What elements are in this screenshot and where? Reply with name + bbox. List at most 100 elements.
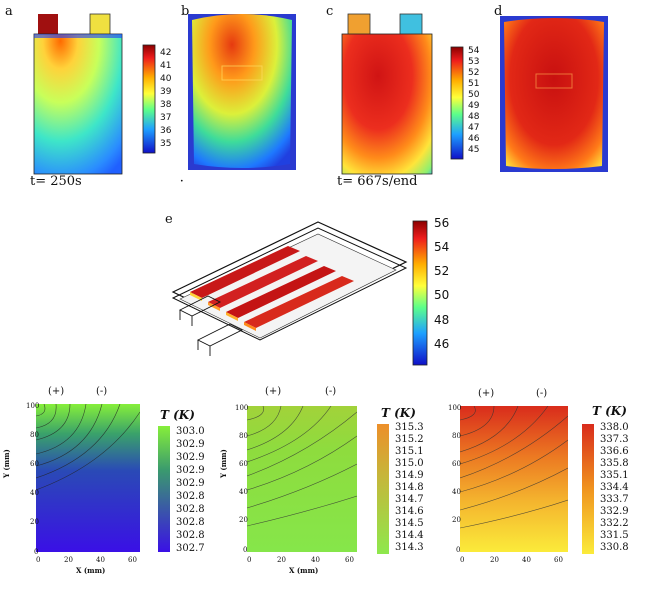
legend-tick: 338.0 [600,422,629,433]
colorbar-e [412,220,428,366]
thermal-map-c [341,13,433,175]
y-tick: 80 [452,432,461,440]
y-tick: 0 [243,546,248,554]
legend-tick: 315.3 [395,422,424,433]
colorbar-right-tick: 50 [468,90,480,100]
colorbar-left-tick: 38 [160,100,172,110]
colorbar-left-tick: 36 [160,126,172,136]
panel-letter-e: e [165,212,173,227]
y-tick: 80 [239,432,248,440]
contour-field-2 [247,406,357,552]
colorbar-right-tick: 53 [468,57,480,67]
colorbar-e-tick: 52 [434,264,450,278]
pouch-3d-view [171,221,408,356]
time-label-c: t= 667s/end [337,174,418,189]
colorbar-left-ticks: 42 41 40 39 38 37 36 35 [160,48,180,158]
colorbar-e-tick: 50 [434,288,450,302]
x-tick: 20 [490,556,499,564]
y-tick: 60 [239,460,248,468]
colorbar-right-ticks: 54 53 52 51 50 49 48 47 46 45 [468,46,488,166]
y-tick: 100 [235,404,249,412]
colorbar-right [450,46,464,160]
legend-tick: 302.8 [176,504,205,515]
y-tick: 20 [239,516,248,524]
legend-tick: 337.3 [600,434,629,445]
legend-tick: 302.7 [176,543,205,554]
colorbar-left-tick: 37 [160,113,172,123]
legend-title: T (K) [381,406,416,420]
panel-letter-c: c [326,4,334,19]
x-tick: 60 [345,556,354,564]
legend-tick: 302.8 [176,517,205,528]
panel-letter-d: d [494,4,503,19]
terminal-negative-label: (-) [536,388,548,399]
legend-tick: 303.0 [176,426,205,437]
x-tick: 20 [64,556,73,564]
y-tick: 40 [239,488,248,496]
legend-tick: 302.9 [176,439,205,450]
colorbar-right-tick: 47 [468,123,480,133]
legend-tick: 332.2 [600,518,629,529]
colorbar-e-tick: 54 [434,240,450,254]
thermal-map-a [33,13,123,175]
y-tick: 0 [456,546,461,554]
colorbar-e-tick: 56 [434,216,450,230]
y-tick: 0 [34,548,39,556]
legend-tick: 333.7 [600,494,629,505]
legend-tick: 335.1 [600,470,629,481]
colorbar-right-tick: 49 [468,101,480,111]
legend-tick: 302.8 [176,491,205,502]
y-tick: 40 [452,488,461,496]
y-tick: 100 [26,402,40,410]
legend-tick: 302.9 [176,465,205,476]
colorbar-e-ticks: 56 54 52 50 48 46 [434,217,458,367]
terminal-negative-label: (-) [96,386,108,397]
legend-tick: 314.5 [395,518,424,529]
y-tick: 60 [30,460,39,468]
colorbar-e-tick: 46 [434,337,450,351]
x-tick: 40 [522,556,531,564]
legend-colorbar-1 [158,426,170,552]
y-tick: 40 [30,489,39,497]
x-axis-title: X (mm) [76,566,106,575]
terminal-positive-label: (+) [48,386,65,397]
contour-plot-3: (+) (-) 100 80 60 40 20 0 0 20 40 60 T [430,386,649,594]
contour-field-1 [36,404,140,552]
colorbar-e-tick: 48 [434,313,450,327]
colorbar-left-tick: 39 [160,87,172,97]
x-tick: 40 [311,556,320,564]
contour-plot-1: (+) (-) 100 80 60 40 20 0 0 20 40 60 X (… [0,386,215,594]
x-tick: 60 [554,556,563,564]
legend-title: T (K) [592,404,627,418]
x-tick: 20 [277,556,286,564]
legend-tick: 335.8 [600,458,629,469]
panel-letter-b: b [181,4,190,19]
legend-tick: 331.5 [600,530,629,541]
x-axis-title: X (mm) [289,566,319,575]
x-tick: 0 [247,556,252,564]
x-tick: 60 [128,556,137,564]
colorbar-right-tick: 48 [468,112,480,122]
terminal-positive-label: (+) [265,386,282,397]
legend-title: T (K) [160,408,195,422]
legend-tick: 332.9 [600,506,629,517]
legend-colorbar-3 [582,424,594,554]
panel-letter-a: a [5,4,13,19]
legend-colorbar-2 [377,424,389,554]
legend-tick: 314.3 [395,542,424,553]
time-label-a: t= 250s [30,174,82,189]
contour-field-3 [460,406,568,552]
terminal-positive-label: (+) [478,388,495,399]
legend-tick: 315.1 [395,446,424,457]
y-tick: 20 [452,516,461,524]
legend-tick: 314.9 [395,470,424,481]
colorbar-left-tick: 41 [160,61,172,71]
legend-tick: 302.9 [176,478,205,489]
legend-tick: 314.4 [395,530,424,541]
colorbar-right-tick: 45 [468,145,480,155]
thermal-map-b [188,14,296,170]
colorbar-right-tick: 52 [468,68,480,78]
y-tick: 80 [30,431,39,439]
contour-plot-2: (+) (-) 100 80 60 40 20 0 0 20 40 60 X (… [215,386,430,594]
legend-tick: 330.8 [600,542,629,553]
